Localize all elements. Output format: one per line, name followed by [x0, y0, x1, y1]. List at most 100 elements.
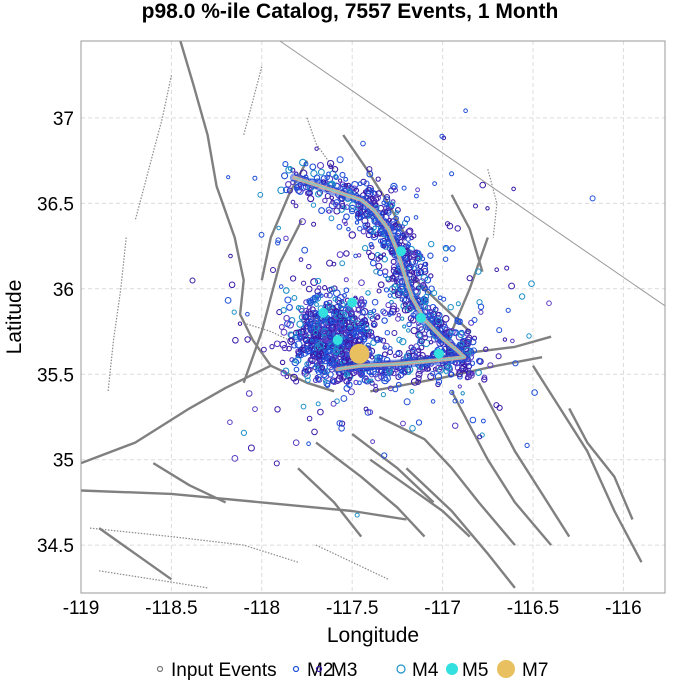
event-marker — [295, 305, 302, 311]
event-marker — [284, 296, 292, 304]
event-marker — [416, 269, 423, 277]
event-marker — [363, 406, 369, 412]
event-marker — [375, 262, 383, 270]
event-marker — [388, 285, 397, 293]
event-marker — [314, 302, 319, 307]
event-marker — [428, 285, 435, 292]
event-marker — [293, 366, 300, 373]
event-marker — [332, 296, 338, 302]
event-marker — [524, 442, 530, 448]
event-marker — [502, 337, 508, 342]
event-marker — [296, 320, 304, 328]
event-marker — [312, 331, 320, 339]
event-marker — [454, 364, 462, 372]
event-marker — [457, 342, 464, 348]
event-marker — [423, 293, 430, 300]
event-marker — [281, 172, 289, 180]
event-marker — [428, 309, 435, 315]
event-marker — [434, 372, 443, 381]
event-marker — [367, 228, 374, 235]
notable-events-layer — [318, 246, 444, 364]
event-marker — [403, 216, 411, 223]
event-marker — [278, 284, 284, 289]
event-marker — [274, 406, 281, 413]
y-tick-label: 35.5 — [37, 365, 74, 386]
event-marker — [370, 439, 376, 445]
event-marker — [346, 316, 351, 321]
event-marker — [439, 133, 445, 139]
event-marker — [315, 277, 322, 285]
event-marker — [336, 420, 343, 427]
event-marker — [337, 313, 343, 320]
x-tick-label: -116 — [605, 598, 642, 619]
event-marker — [401, 306, 410, 314]
event-marker — [496, 404, 503, 411]
x-tick-label: -116.5 — [507, 598, 559, 619]
event-marker — [309, 163, 317, 171]
event-marker — [418, 338, 425, 345]
event-marker — [311, 221, 317, 227]
event-marker — [391, 330, 398, 336]
rupture-trace-layer — [289, 173, 469, 374]
event-marker — [367, 409, 374, 416]
event-marker — [328, 324, 336, 332]
event-marker — [371, 229, 376, 235]
event-marker — [328, 333, 334, 340]
event-marker — [301, 246, 309, 254]
event-marker — [294, 340, 303, 349]
y-tick-labels: 34.5 35 35.5 36 36.5 37 — [37, 109, 74, 557]
event-marker — [449, 245, 456, 252]
event-marker — [371, 322, 377, 328]
event-marker — [468, 319, 475, 326]
event-marker — [324, 174, 330, 181]
event-marker — [392, 353, 398, 359]
event-marker — [395, 230, 402, 237]
event-marker — [391, 288, 397, 295]
fault-line — [98, 527, 173, 581]
legend-marker — [446, 663, 458, 675]
event-marker — [317, 408, 324, 416]
event-marker — [415, 250, 422, 256]
event-marker — [362, 317, 368, 323]
event-marker — [358, 320, 365, 327]
event-marker — [402, 324, 407, 329]
event-marker — [431, 289, 438, 297]
event-marker — [395, 350, 401, 356]
event-marker — [388, 346, 393, 351]
event-marker — [589, 195, 596, 202]
notable-event-m5 — [415, 312, 426, 323]
event-marker — [369, 188, 375, 194]
event-marker — [310, 278, 319, 287]
event-marker — [318, 207, 326, 215]
event-marker — [373, 194, 381, 202]
event-marker — [359, 309, 366, 316]
event-marker — [355, 211, 361, 216]
event-marker — [347, 376, 352, 382]
fault-line — [378, 415, 516, 546]
event-marker — [369, 380, 375, 386]
fault-line — [477, 382, 571, 538]
event-marker — [511, 186, 516, 192]
event-marker — [415, 419, 423, 426]
event-marker — [291, 294, 298, 301]
event-marker — [307, 299, 314, 306]
event-marker — [258, 231, 265, 238]
event-marker — [446, 332, 453, 339]
fault-layer — [81, 41, 665, 589]
event-marker — [322, 344, 331, 352]
event-marker — [376, 354, 383, 361]
event-marker — [341, 183, 347, 189]
event-marker — [366, 226, 374, 234]
event-marker — [392, 270, 400, 278]
event-marker — [483, 346, 489, 352]
event-marker — [337, 347, 345, 355]
event-marker — [415, 370, 423, 378]
event-layer — [189, 108, 596, 518]
event-marker — [269, 344, 275, 350]
notable-event-m5 — [433, 348, 444, 359]
event-marker — [413, 343, 420, 350]
dotted-fault-line — [134, 75, 172, 221]
event-marker — [346, 226, 351, 232]
event-marker — [314, 292, 321, 299]
event-marker — [415, 187, 421, 193]
